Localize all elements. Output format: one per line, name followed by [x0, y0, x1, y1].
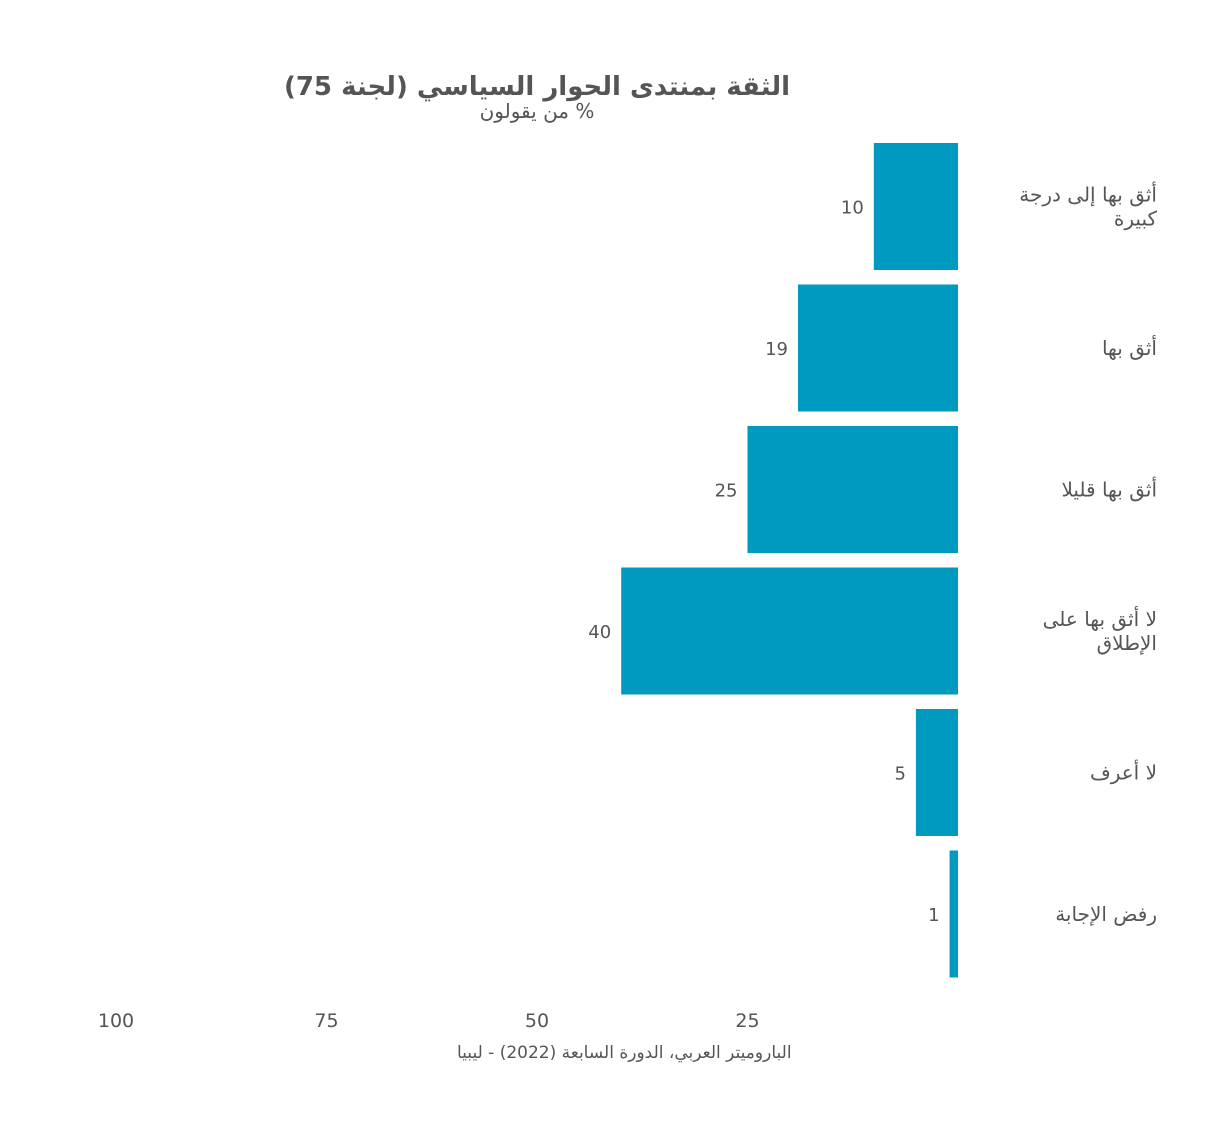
bar-value-label: 10 — [841, 198, 864, 219]
category-label: أثق بها — [1102, 335, 1157, 360]
x-tick-label: 25 — [735, 1010, 759, 1032]
bar — [873, 143, 958, 270]
bar — [949, 850, 958, 978]
bars-group — [621, 143, 958, 978]
bar-value-label: 1 — [928, 905, 939, 926]
bar-value-label: 19 — [765, 339, 788, 360]
chart-subtitle: % من يقولون — [480, 99, 595, 123]
x-tick-label: 75 — [314, 1010, 338, 1032]
category-label: لا أثق بها على — [1043, 606, 1157, 631]
bar-value-label: 5 — [894, 764, 905, 785]
category-label: الإطلاق — [1097, 631, 1157, 655]
x-tick-label: 50 — [525, 1010, 549, 1032]
bar-value-label: 25 — [715, 481, 738, 502]
bar — [747, 426, 958, 553]
category-label: أثق بها قليلا — [1061, 477, 1157, 502]
bar — [915, 709, 958, 836]
category-label: كبيرة — [1114, 207, 1158, 231]
chart-title: الثقة بمنتدى الحوار السياسي (لجنة 75) — [284, 72, 790, 102]
category-label: رفض الإجابة — [1055, 902, 1157, 926]
x-tick-label: 100 — [98, 1010, 134, 1032]
bar — [621, 567, 958, 695]
value-labels-group: 10 19 25 40 5 1 — [588, 198, 939, 927]
category-label: لا أعرف — [1090, 760, 1157, 785]
x-axis-ticks: 100 75 50 25 — [98, 1010, 760, 1032]
bar-value-label: 40 — [588, 622, 611, 643]
chart-source: الباروميتر العربي، الدورة السابعة (2022)… — [457, 1043, 792, 1063]
bar — [798, 284, 958, 412]
category-label: أثق بها إلى درجة — [1019, 182, 1157, 208]
